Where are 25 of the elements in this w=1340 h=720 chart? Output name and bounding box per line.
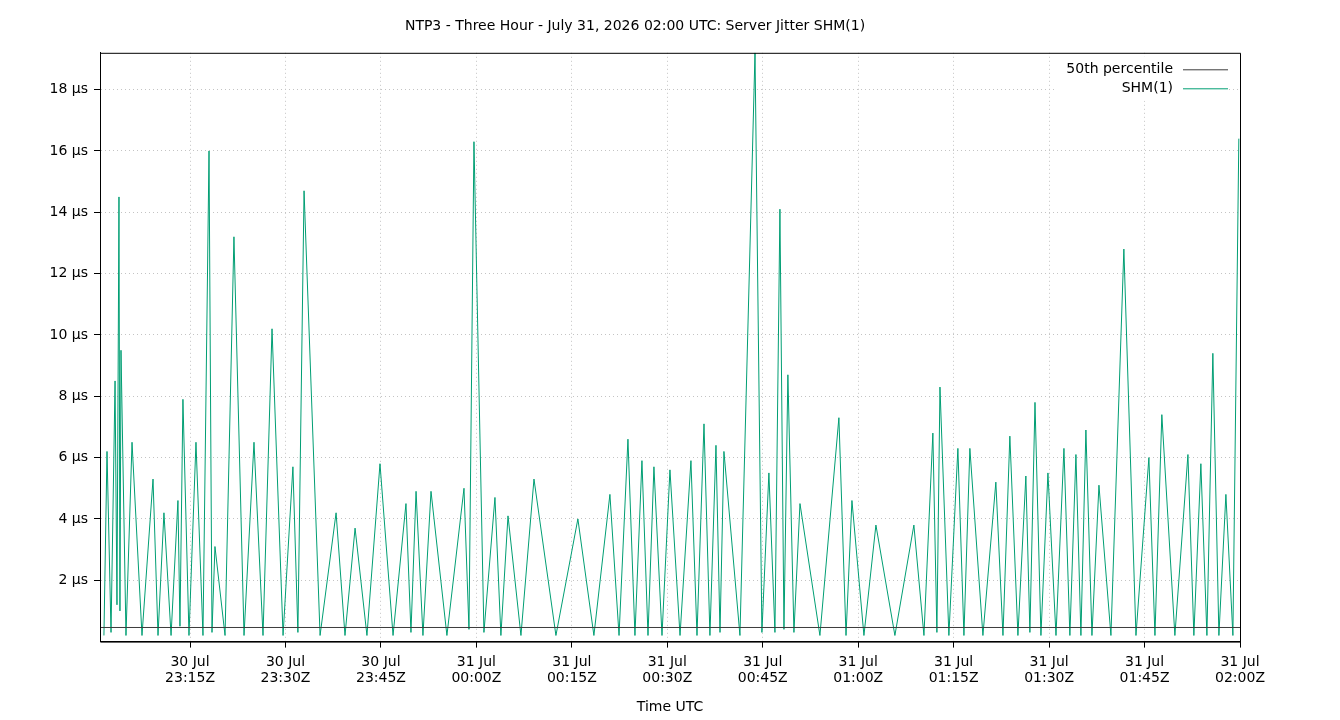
x-axis-title: Time UTC (635, 698, 704, 715)
x-tick-label: 30 Jul 23:30Z (260, 652, 311, 686)
y-tick-label: 16 µs (49, 141, 88, 158)
x-tick-label: 31 Jul 02:00Z (1215, 652, 1265, 686)
y-tick-label: 4 µs (58, 509, 88, 526)
x-tick-label: 31 Jul 01:15Z (928, 652, 979, 686)
chart-title: NTP3 - Three Hour - July 31, 2026 02:00 UTC: Server Jitter SHM(1) (404, 17, 866, 34)
y-tick-label: 8 µs (58, 386, 88, 403)
x-tick-label: 31 Jul 01:30Z (1024, 652, 1075, 686)
x-tick-label: 31 Jul 00:45Z (737, 652, 788, 686)
x-tick-label: 31 Jul 00:15Z (546, 652, 597, 686)
x-tick-label: 31 Jul 01:45Z (1119, 652, 1170, 686)
legend-label: 50th percentile (1066, 59, 1173, 76)
x-tick-label: 31 Jul 00:00Z (451, 652, 502, 686)
legend-label: SHM(1) (1121, 78, 1173, 95)
x-tick-label: 31 Jul 01:00Z (833, 652, 884, 686)
y-tick-label: 12 µs (49, 264, 88, 281)
x-tick-label: 31 Jul 00:30Z (642, 652, 693, 686)
y-tick-label: 14 µs (49, 202, 88, 219)
y-tick-label: 10 µs (49, 325, 88, 342)
x-tick-label: 30 Jul 23:45Z (355, 652, 406, 686)
y-tick-label: 18 µs (49, 80, 88, 97)
y-tick-label: 6 µs (58, 448, 88, 465)
y-tick-label: 2 µs (58, 570, 88, 587)
x-tick-label: 30 Jul 23:15Z (165, 652, 216, 686)
